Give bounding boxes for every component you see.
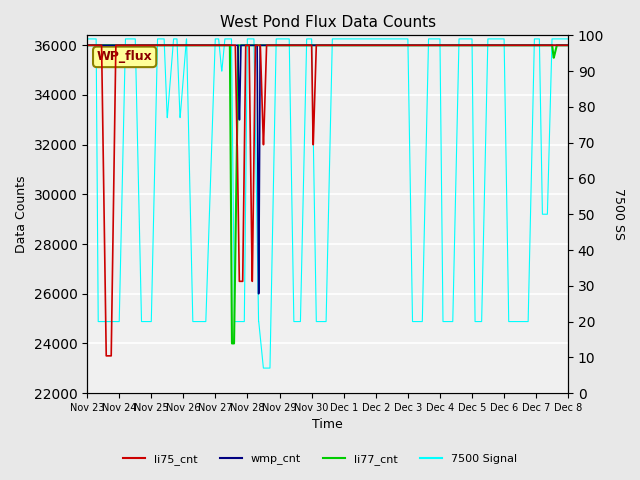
Y-axis label: 7500 SS: 7500 SS	[612, 188, 625, 240]
Legend: li75_cnt, wmp_cnt, li77_cnt, 7500 Signal: li75_cnt, wmp_cnt, li77_cnt, 7500 Signal	[118, 450, 522, 469]
Text: WP_flux: WP_flux	[97, 50, 152, 63]
Title: West Pond Flux Data Counts: West Pond Flux Data Counts	[220, 15, 436, 30]
X-axis label: Time: Time	[312, 419, 343, 432]
Y-axis label: Data Counts: Data Counts	[15, 176, 28, 253]
